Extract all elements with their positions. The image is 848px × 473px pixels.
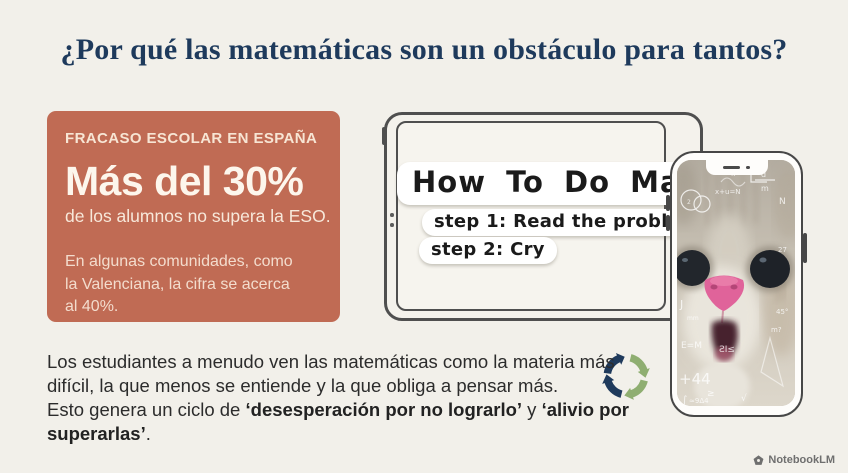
meme-step1-sticker: step 1: Read the problem bbox=[422, 209, 712, 236]
tablet-camera-dot-icon bbox=[390, 223, 394, 227]
phone-power-button bbox=[803, 233, 807, 263]
tablet-camera-dot-icon bbox=[390, 213, 394, 217]
formula-scribble: ƧI≤ bbox=[719, 345, 735, 355]
formula-scribble: d bbox=[761, 170, 766, 179]
phone-illustration: 2 x+u=N π d m N 27 45° m? J mm E=M +44 Ƨ… bbox=[666, 151, 807, 417]
formula-scribble: J bbox=[679, 298, 683, 311]
cycle-icon bbox=[602, 352, 650, 400]
page-title: ¿Por qué las matemáticas son un obstácul… bbox=[60, 33, 788, 66]
stat-card: FRACASO ESCOLAR EN ESPAÑA Más del 30% de… bbox=[47, 111, 340, 322]
formula-scribble: N bbox=[779, 197, 786, 207]
stat-caption: de los alumnos no supera la ESO. bbox=[65, 206, 331, 226]
formula-scribble: √ bbox=[741, 393, 747, 404]
paragraph-line: difícil, la que menos se entiende y la q… bbox=[47, 375, 559, 396]
formula-scribble: ≥ bbox=[707, 389, 715, 399]
speaker-icon bbox=[723, 166, 741, 169]
cycle-text-prefix: Esto genera un ciclo de bbox=[47, 399, 246, 420]
relief-phrase: ‘alivio por superarlas’ bbox=[47, 399, 629, 444]
formula-scribble: 2 bbox=[687, 199, 691, 206]
formula-scribble: ∫ bbox=[682, 395, 687, 406]
meme-step2-sticker: step 2: Cry bbox=[419, 237, 557, 264]
stat-note: En algunas comunidades, como la Valencia… bbox=[65, 253, 293, 316]
despair-phrase: ‘desesperación por no lograrlo’ bbox=[245, 399, 523, 420]
formula-scribble: x+u=N bbox=[715, 188, 741, 196]
stat-value: Más del 30% bbox=[65, 158, 304, 204]
phone-notch bbox=[705, 160, 768, 175]
stat-card-header: FRACASO ESCOLAR EN ESPAÑA bbox=[65, 130, 318, 147]
phone-volume-button bbox=[666, 215, 670, 231]
formula-scribble: m bbox=[761, 184, 769, 193]
watermark-brand: NotebookLM bbox=[768, 454, 835, 466]
paragraph-line: Esto genera un ciclo de ‘desesperación p… bbox=[47, 398, 692, 446]
formula-scribble: 45° bbox=[776, 308, 788, 316]
formula-scribble: +44 bbox=[679, 370, 711, 388]
crying-cat-meme-image: 2 x+u=N π d m N 27 45° m? J mm E=M +44 Ƨ… bbox=[677, 160, 795, 406]
cycle-text-separator: y bbox=[522, 399, 542, 420]
formula-scribble: 27 bbox=[778, 246, 787, 254]
watermark: NotebookLM bbox=[753, 454, 835, 466]
paragraph-line: Los estudiantes a menudo ven las matemát… bbox=[47, 351, 615, 372]
tablet-side-button bbox=[382, 127, 386, 145]
camera-dot-icon bbox=[746, 165, 750, 170]
cycle-arrows-icon bbox=[595, 346, 657, 406]
phone-volume-button bbox=[666, 195, 670, 211]
formula-scribble: m? bbox=[771, 326, 782, 334]
notebooklm-logo-icon bbox=[753, 454, 764, 465]
body-paragraph: Los estudiantes a menudo ven las matemát… bbox=[47, 350, 692, 446]
formula-scribble: ≈9Δ4 bbox=[689, 397, 709, 405]
crying-cat-math-meme-drawing: 2 x+u=N π d m N 27 45° m? J mm E=M +44 Ƨ… bbox=[677, 160, 795, 406]
formula-scribble: E=M bbox=[681, 341, 702, 351]
formula-scribble: mm bbox=[687, 315, 699, 322]
cycle-text-end: . bbox=[145, 423, 151, 444]
